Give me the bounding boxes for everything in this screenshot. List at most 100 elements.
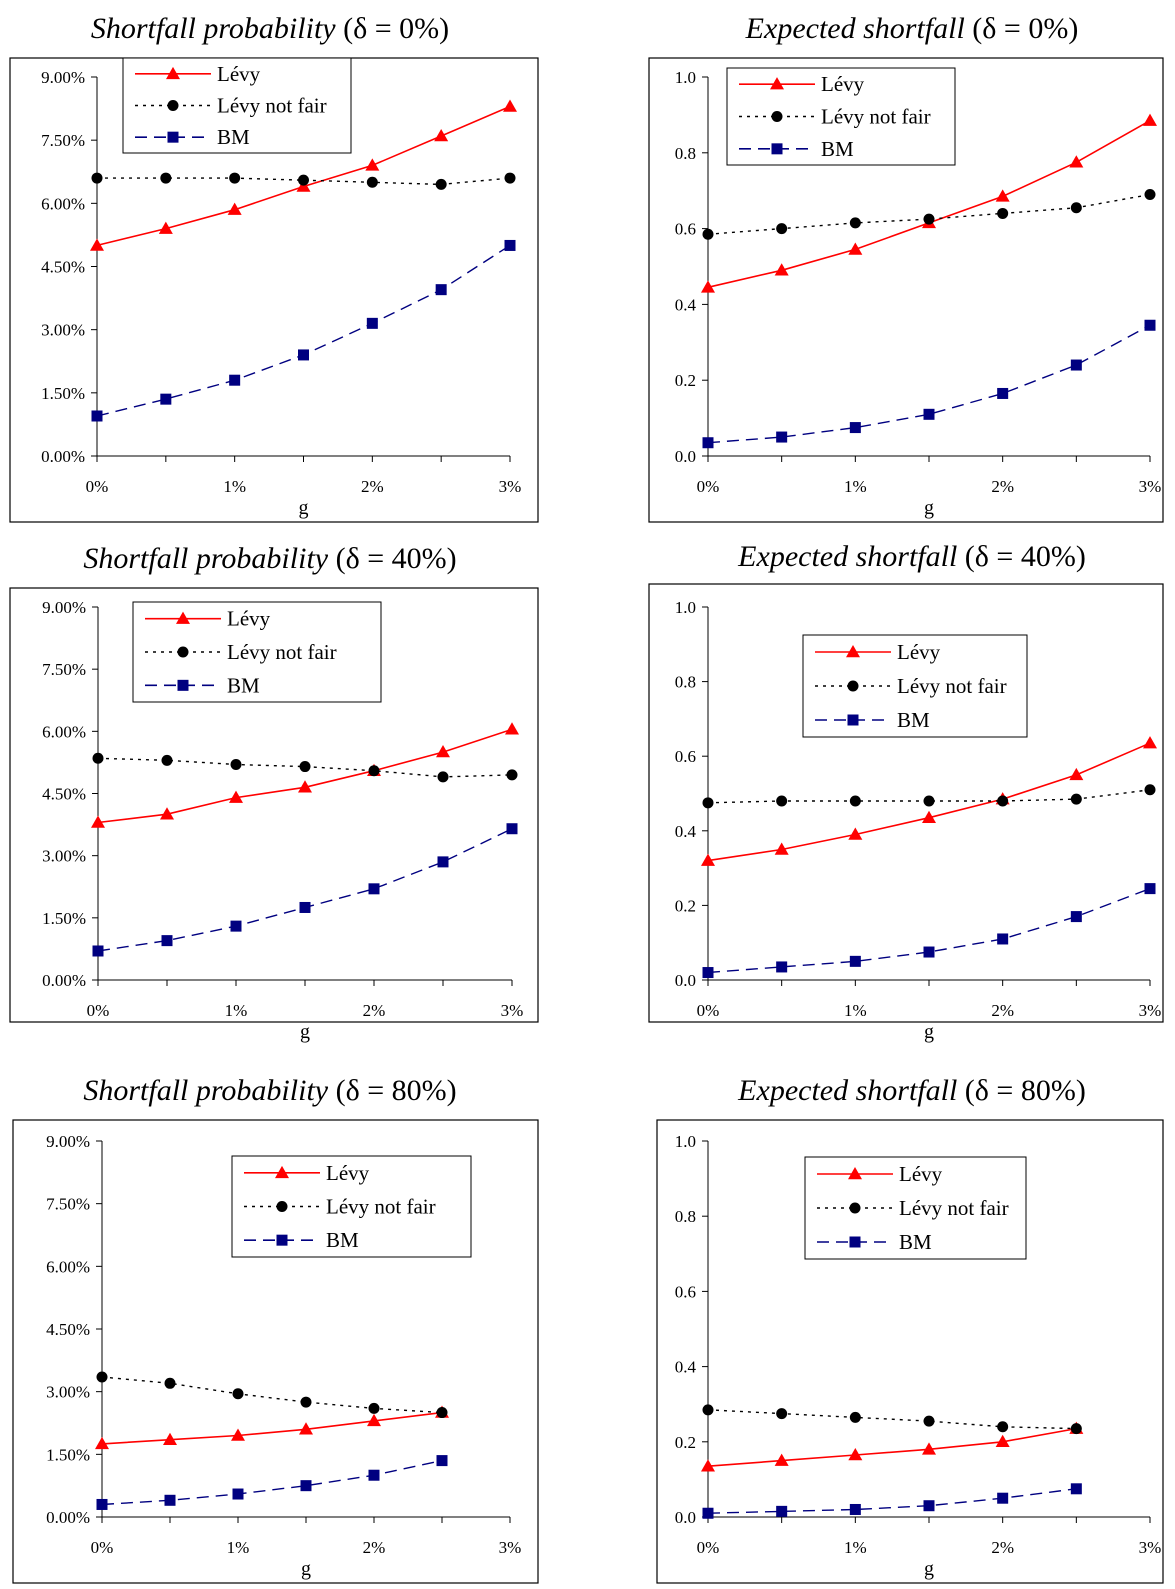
chart1-legend-label-2: Lévy not fair	[217, 94, 327, 118]
chart6-xtick-label-1: 1%	[844, 1538, 867, 1557]
chart1-series1-point-0-triangle-marker	[90, 238, 104, 251]
chart6-ytick-label-3: 0.6	[675, 1282, 696, 1301]
chart5-series3-point-1-square-marker	[164, 1494, 176, 1506]
chart5-ytick-label-3: 4.50%	[46, 1320, 90, 1339]
chart6-series-3	[702, 1483, 1082, 1519]
chart1-ytick-label-2: 3.00%	[41, 321, 85, 340]
chart2-xtick-label-0: 0%	[697, 477, 720, 496]
chart6-xtick-label-2: 2%	[991, 1538, 1014, 1557]
chart3-series3-point-4-square-marker	[368, 883, 380, 895]
chart-panel-5: Shortfall probability (δ = 80%) 0.00% 1.50…	[12, 1074, 539, 1584]
chart1-series1-point-6-triangle-marker	[503, 99, 517, 112]
chart3-title-main: Shortfall probability	[83, 542, 335, 575]
chart1-legend-label-1: Lévy	[217, 62, 261, 86]
chart5-series3-point-3-square-marker	[300, 1480, 312, 1492]
chart2-series2-point-0-circle-marker	[702, 228, 714, 240]
chart4-ytick-label-2: 0.4	[675, 822, 697, 841]
chart2-series-3	[702, 319, 1156, 449]
chart4-series3-point-1-square-marker	[776, 961, 788, 973]
chart5-xlabel: g	[301, 1558, 311, 1580]
chart1-series1-point-1-triangle-marker	[158, 221, 173, 234]
chart4-ytick-label-5: 1.0	[675, 598, 696, 617]
chart4-ytick-label-1: 0.2	[675, 896, 696, 915]
chart3-legend-label-2: Lévy not fair	[227, 640, 337, 664]
chart1-series3-point-1-square-marker	[160, 393, 172, 405]
chart6-series3-point-0-square-marker	[702, 1507, 714, 1519]
chart6-series1-point-legend-triangle-marker	[848, 1167, 862, 1180]
chart6-series1-point-1-triangle-marker	[774, 1453, 789, 1466]
chart3-series2-point-legend-circle-marker	[177, 646, 189, 658]
chart6-series3-point-1-square-marker	[776, 1505, 788, 1517]
chart1-series2-point-1-circle-marker	[160, 172, 172, 184]
chart2-title-paren: (δ = 0%)	[972, 12, 1078, 45]
chart2-series3-point-1-square-marker	[776, 431, 788, 443]
chart4-xtick-label-3: 3%	[1139, 1001, 1162, 1020]
chart1-ytick-label-3: 4.50%	[41, 258, 85, 277]
chart1-ytick-label-5: 7.50%	[41, 131, 85, 150]
chart6-series2-point-0-circle-marker	[702, 1404, 714, 1416]
chart2-series1-point-1-triangle-marker	[774, 263, 789, 276]
chart-panel-4: Expected shortfall (δ = 40%) 0.0 0.2 0.4 0.6…	[648, 540, 1164, 1043]
chart2-ytick-label-2: 0.4	[675, 295, 697, 314]
chart3-series2-point-2-circle-marker	[230, 758, 242, 770]
chart5-ytick-label-6: 9.00%	[46, 1132, 90, 1151]
chart1-series2-point-5-circle-marker	[435, 178, 447, 190]
chart3-ytick-label-6: 9.00%	[42, 598, 86, 617]
chart1-ytick-label-6: 9.00%	[41, 68, 85, 87]
chart6-series2-point-1-circle-marker	[776, 1408, 788, 1420]
chart6-series3-point-3-square-marker	[923, 1500, 935, 1512]
chart5-series2-point-5-circle-marker	[436, 1407, 448, 1419]
chart6-series1-line	[707, 1427, 1077, 1467]
chart3-series1-point-1-triangle-marker	[160, 807, 174, 820]
chart5-series-3	[96, 1455, 448, 1510]
chart3-series1-point-2-triangle-marker	[229, 790, 243, 803]
chart3-series2-point-4-circle-marker	[368, 765, 380, 777]
chart1-series3-point-3-square-marker	[298, 349, 309, 361]
chart5-series-2	[96, 1371, 448, 1419]
chart2-series2-point-5-circle-marker	[1070, 202, 1082, 214]
chart3-series3-point-0-square-marker	[92, 945, 104, 957]
chart1-series3-point-legend-square-marker	[167, 131, 179, 143]
chart5-title-paren: (δ = 80%)	[336, 1074, 457, 1107]
chart5-series3-point-2-square-marker	[232, 1488, 244, 1500]
chart4-series3-point-2-square-marker	[849, 955, 861, 967]
chart5-series2-point-2-circle-marker	[232, 1388, 244, 1400]
chart5-xtick-label-1: 1%	[227, 1538, 250, 1557]
chart3-series-1	[91, 722, 519, 828]
chart1-series1-point-2-triangle-marker	[227, 202, 242, 215]
chart3-xtick-label-0: 0%	[87, 1001, 110, 1020]
chart3-series-3	[92, 823, 518, 957]
chart1-series3-line	[96, 244, 511, 417]
chart3-title: Shortfall probability (δ = 40%)	[83, 542, 456, 575]
chart4-series-3	[702, 883, 1156, 979]
chart3-ytick-label-0: 0.00%	[42, 971, 86, 990]
chart6-series2-point-4-circle-marker	[997, 1421, 1009, 1433]
chart4-xlabel: g	[924, 1021, 934, 1043]
chart5-xtick-label-3: 3%	[499, 1538, 522, 1557]
chart5-series1-line	[101, 1411, 443, 1445]
chart1-series1-point-legend-triangle-marker	[166, 66, 180, 80]
chart4-legend-label-2: Lévy not fair	[897, 674, 1007, 698]
chart3-series3-point-5-square-marker	[437, 856, 449, 868]
chart4-ytick-label-0: 0.0	[675, 971, 696, 990]
chart4-series2-point-6-circle-marker	[1144, 784, 1156, 796]
chart4-ytick-label-3: 0.6	[675, 747, 696, 766]
chart6-series1-point-3-triangle-marker	[922, 1442, 936, 1455]
chart5-ytick-label-2: 3.00%	[46, 1383, 90, 1402]
chart1-series-3	[91, 239, 516, 422]
chart2-series-2	[702, 188, 1156, 240]
chart3-series1-point-6-triangle-marker	[505, 722, 519, 735]
chart5-series3-line	[101, 1459, 443, 1506]
chart2-series2-point-6-circle-marker	[1144, 188, 1156, 200]
chart3-series1-line	[97, 728, 513, 824]
chart3-ytick-label-4: 6.00%	[42, 722, 86, 741]
chart3-series3-line	[97, 828, 513, 952]
chart5-series2-point-3-circle-marker	[300, 1396, 312, 1408]
chart2-series3-line	[707, 324, 1151, 444]
chart6-legend-label-1: Lévy	[899, 1162, 943, 1186]
chart5-frame	[12, 1119, 539, 1584]
chart5-series2-point-0-circle-marker	[96, 1371, 108, 1383]
chart5-ytick-label-1: 1.50%	[46, 1445, 90, 1464]
chart4-series3-point-3-square-marker	[923, 946, 935, 958]
